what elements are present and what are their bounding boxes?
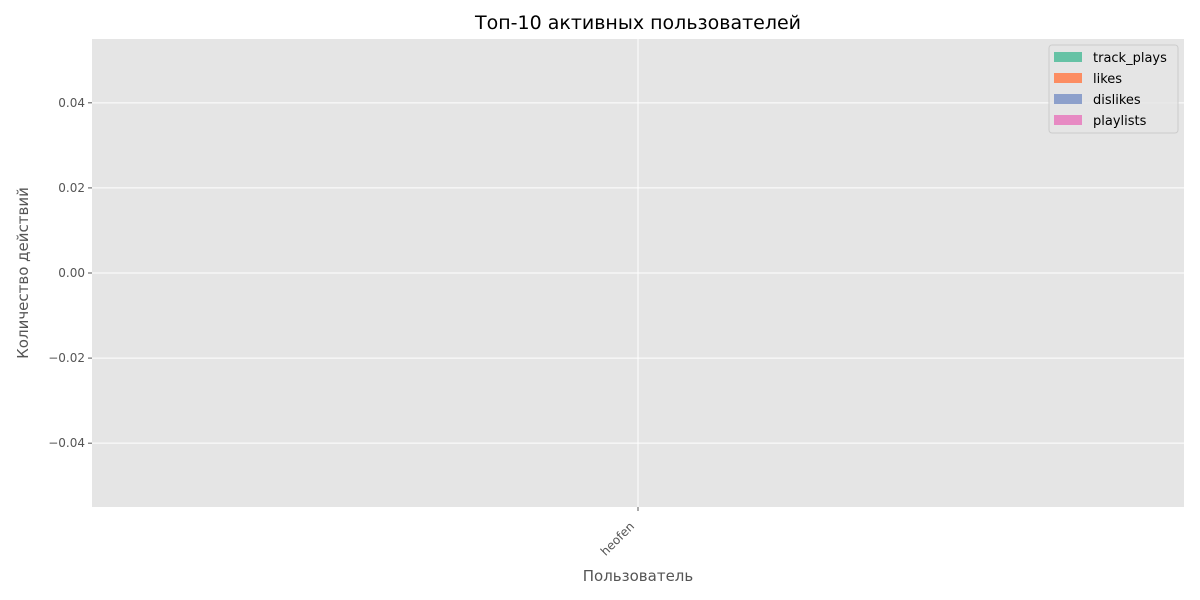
legend-label-playlists: playlists xyxy=(1093,114,1147,129)
legend-box xyxy=(1048,44,1179,134)
y-tick-label: −0.02 xyxy=(48,351,85,365)
y-tick-label: −0.04 xyxy=(48,436,85,450)
y-tick-label: 0.04 xyxy=(58,96,85,110)
legend-label-track_plays: track_plays xyxy=(1093,51,1167,66)
y-axis-ticks: 0.04 0.02 0.00 −0.02 −0.04 xyxy=(48,96,92,450)
x-tick-label: heofen xyxy=(598,519,637,558)
grid-lines xyxy=(92,39,1184,507)
x-axis-ticks: heofen xyxy=(598,507,639,558)
y-tick-label: 0.00 xyxy=(58,266,85,280)
legend-label-dislikes: dislikes xyxy=(1093,93,1141,108)
legend-label-likes: likes xyxy=(1093,72,1122,87)
chart-title: Топ-10 активных пользователей xyxy=(474,12,801,34)
y-axis-label: Количество действий xyxy=(14,187,32,359)
legend-swatch-likes xyxy=(1054,73,1082,83)
legend-swatch-track_plays xyxy=(1054,52,1082,62)
legend-swatch-dislikes xyxy=(1054,94,1082,104)
x-axis-label: Пользователь xyxy=(583,567,693,585)
legend-swatch-playlists xyxy=(1054,115,1082,125)
y-tick-label: 0.02 xyxy=(58,181,85,195)
